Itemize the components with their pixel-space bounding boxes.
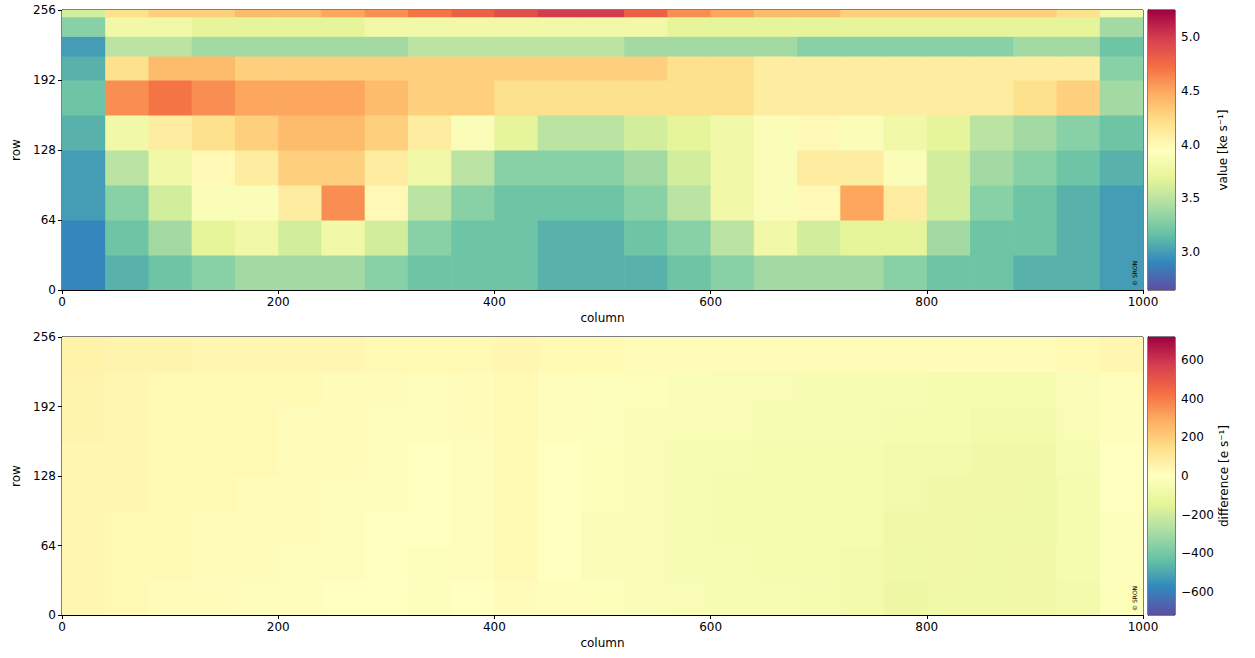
svg-text:192: 192: [33, 73, 56, 87]
svg-text:0: 0: [48, 608, 56, 622]
svg-text:256: 256: [33, 330, 56, 344]
svg-text:64: 64: [41, 539, 56, 553]
svg-text:5.0: 5.0: [1181, 30, 1200, 44]
svg-text:−600: −600: [1181, 585, 1214, 599]
svg-text:© SRON: © SRON: [1131, 261, 1138, 286]
svg-text:row: row: [9, 465, 23, 487]
svg-text:400: 400: [483, 620, 506, 634]
svg-text:4.5: 4.5: [1181, 84, 1200, 98]
svg-text:1000: 1000: [1128, 295, 1159, 309]
svg-text:128: 128: [33, 469, 56, 483]
svg-text:0: 0: [58, 620, 66, 634]
svg-text:3.0: 3.0: [1181, 245, 1200, 259]
svg-text:© SRON: © SRON: [1131, 586, 1138, 611]
svg-text:1000: 1000: [1128, 620, 1159, 634]
svg-text:0: 0: [48, 283, 56, 297]
svg-text:column: column: [580, 311, 624, 325]
svg-text:256: 256: [33, 3, 56, 17]
svg-text:200: 200: [267, 295, 290, 309]
svg-text:value [ke s⁻¹]: value [ke s⁻¹]: [1216, 109, 1230, 190]
svg-text:600: 600: [1181, 353, 1204, 367]
svg-text:600: 600: [699, 620, 722, 634]
svg-text:800: 800: [915, 620, 938, 634]
svg-text:row: row: [9, 139, 23, 161]
svg-text:128: 128: [33, 143, 56, 157]
svg-text:800: 800: [915, 295, 938, 309]
svg-text:column: column: [580, 636, 624, 650]
svg-text:200: 200: [1181, 430, 1204, 444]
svg-text:400: 400: [1181, 392, 1204, 406]
svg-text:difference [e s⁻¹]: difference [e s⁻¹]: [1217, 425, 1231, 527]
svg-text:192: 192: [33, 400, 56, 414]
svg-text:400: 400: [483, 295, 506, 309]
svg-text:−200: −200: [1181, 508, 1214, 522]
svg-text:3.5: 3.5: [1181, 191, 1200, 205]
svg-text:200: 200: [267, 620, 290, 634]
svg-text:600: 600: [699, 295, 722, 309]
svg-text:4.0: 4.0: [1181, 138, 1200, 152]
svg-text:−400: −400: [1181, 546, 1214, 560]
svg-text:0: 0: [1181, 469, 1189, 483]
svg-text:64: 64: [41, 213, 56, 227]
svg-text:0: 0: [58, 295, 66, 309]
